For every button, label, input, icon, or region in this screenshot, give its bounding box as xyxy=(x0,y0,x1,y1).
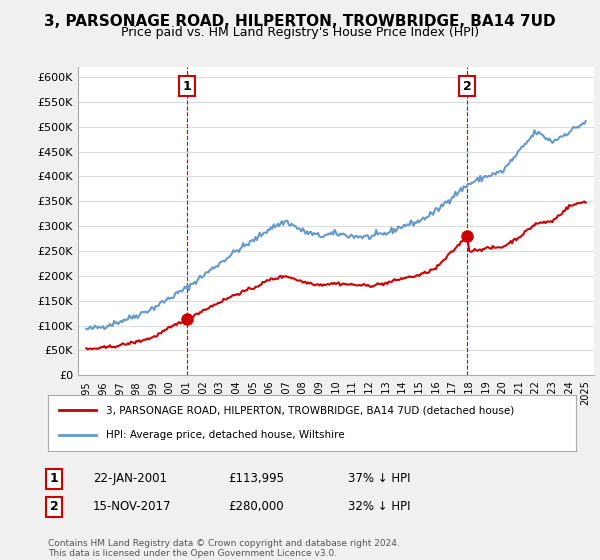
Text: 15-NOV-2017: 15-NOV-2017 xyxy=(93,500,172,514)
Text: HPI: Average price, detached house, Wiltshire: HPI: Average price, detached house, Wilt… xyxy=(106,430,345,440)
Text: Contains HM Land Registry data © Crown copyright and database right 2024.
This d: Contains HM Land Registry data © Crown c… xyxy=(48,539,400,558)
Text: 3, PARSONAGE ROAD, HILPERTON, TROWBRIDGE, BA14 7UD: 3, PARSONAGE ROAD, HILPERTON, TROWBRIDGE… xyxy=(44,14,556,29)
Text: 2: 2 xyxy=(463,80,472,92)
Text: 1: 1 xyxy=(183,80,192,92)
Text: 32% ↓ HPI: 32% ↓ HPI xyxy=(348,500,410,514)
Text: 37% ↓ HPI: 37% ↓ HPI xyxy=(348,472,410,486)
Text: 22-JAN-2001: 22-JAN-2001 xyxy=(93,472,167,486)
Text: £280,000: £280,000 xyxy=(228,500,284,514)
Text: 1: 1 xyxy=(50,472,58,486)
Text: £113,995: £113,995 xyxy=(228,472,284,486)
Text: Price paid vs. HM Land Registry's House Price Index (HPI): Price paid vs. HM Land Registry's House … xyxy=(121,26,479,39)
Text: 2: 2 xyxy=(50,500,58,514)
Text: 3, PARSONAGE ROAD, HILPERTON, TROWBRIDGE, BA14 7UD (detached house): 3, PARSONAGE ROAD, HILPERTON, TROWBRIDGE… xyxy=(106,405,514,416)
